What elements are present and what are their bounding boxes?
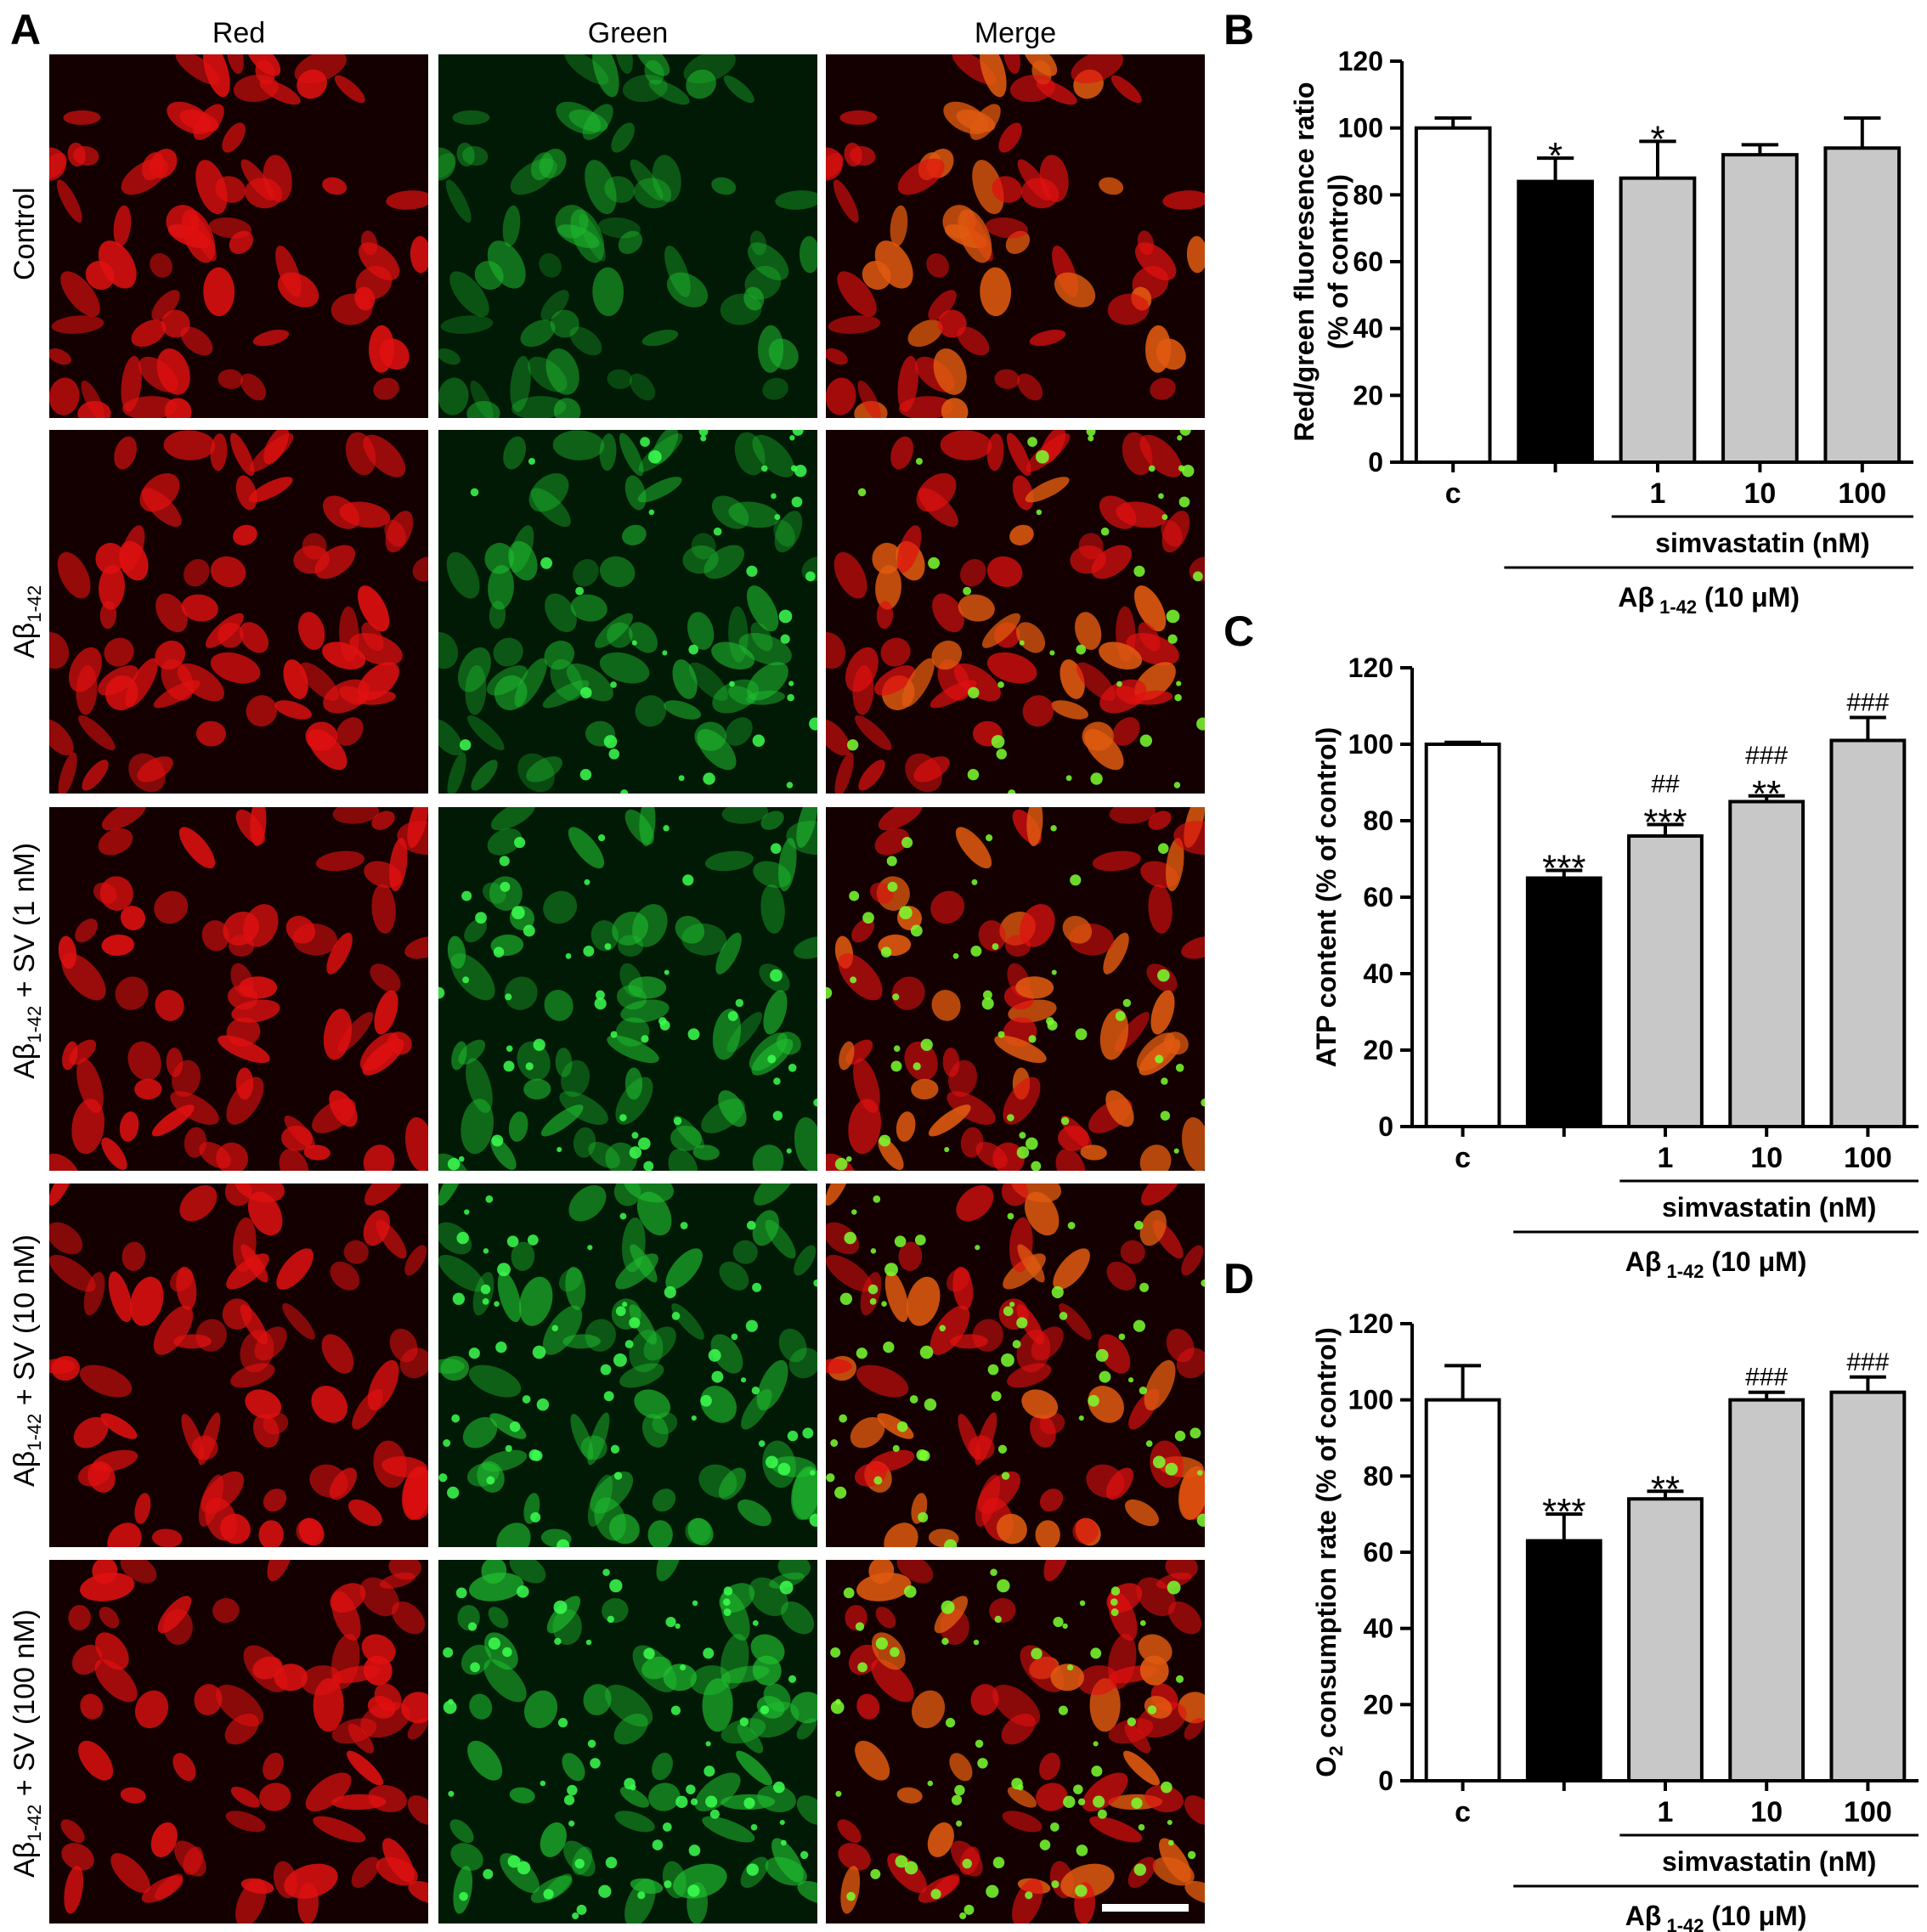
significance-hash: ### xyxy=(1745,1364,1788,1392)
bar xyxy=(1517,179,1594,464)
y-tick-label: 0 xyxy=(1368,447,1383,477)
panel-letter-c: C xyxy=(1223,607,1255,655)
y-axis-label: ATP content (% of control) xyxy=(1311,727,1342,1068)
significance-star: ** xyxy=(1651,1468,1680,1510)
micrograph-green-row-5 xyxy=(438,1560,817,1924)
micrograph-red-row-5 xyxy=(49,1560,428,1924)
y-tick-label: 40 xyxy=(1353,314,1383,344)
column-header-green: Green xyxy=(587,17,669,49)
bar xyxy=(1728,1398,1806,1782)
y-tick-label: 120 xyxy=(1348,1308,1393,1339)
chart-c: 0 20 40 60 80 100 120 c *** 1 *** ## 10 ** ### 100 ### si… xyxy=(1311,652,1919,1282)
bar xyxy=(1525,876,1602,1128)
bar xyxy=(1823,146,1902,464)
scale-bar xyxy=(1102,1904,1189,1912)
y-axis-label: O2 consumption rate (% of control) xyxy=(1311,1327,1347,1777)
bar xyxy=(1525,1539,1602,1783)
significance-star: * xyxy=(1650,118,1664,160)
micrograph-green-row-1 xyxy=(438,54,817,418)
significance-star: *** xyxy=(1542,1491,1585,1533)
micrograph-red-row-1 xyxy=(49,54,428,418)
simvastatin-group-label: simvastatin (nM) xyxy=(1662,1846,1876,1877)
bar xyxy=(1728,799,1806,1128)
bar xyxy=(1627,834,1704,1128)
x-tick-label: 100 xyxy=(1838,477,1886,510)
micrograph-merge-row-3 xyxy=(826,807,1205,1171)
significance-star: *** xyxy=(1643,802,1687,844)
panel-letter-a: A xyxy=(10,6,42,54)
x-tick-label: 1 xyxy=(1658,1796,1674,1828)
bar xyxy=(1829,738,1907,1128)
micrograph-green-row-3 xyxy=(438,807,817,1171)
chart-b: 0 20 40 60 80 100 120 c * 1 * 10 100 simvastatin (nM)… xyxy=(1289,46,1913,618)
bar xyxy=(1414,126,1492,465)
micrograph-merge-row-2 xyxy=(826,430,1205,794)
significance-hash: ## xyxy=(1651,771,1680,799)
simvastatin-group-label: simvastatin (nM) xyxy=(1662,1192,1876,1223)
y-tick-label: 120 xyxy=(1348,652,1393,683)
significance-hash: ### xyxy=(1846,689,1889,717)
micrograph-green-row-4 xyxy=(438,1183,817,1547)
y-tick-label: 100 xyxy=(1348,729,1393,760)
x-tick-label: 10 xyxy=(1743,477,1776,510)
y-tick-label: 60 xyxy=(1363,1537,1393,1568)
y-tick-label: 40 xyxy=(1363,958,1393,989)
significance-star: ** xyxy=(1752,773,1781,815)
y-tick-label: 0 xyxy=(1378,1111,1393,1142)
bar xyxy=(1619,176,1697,465)
x-tick-label: 100 xyxy=(1844,1796,1892,1828)
bar xyxy=(1829,1390,1907,1782)
y-axis-label: Red/green fluoresence ratio xyxy=(1289,82,1320,441)
abeta-group-label: Aβ 1-42 (10 μM) xyxy=(1625,1246,1807,1282)
x-tick-label: 10 xyxy=(1750,1142,1783,1174)
significance-hash: ### xyxy=(1745,742,1788,770)
x-tick-label: c xyxy=(1455,1142,1471,1174)
y-tick-label: 100 xyxy=(1348,1385,1393,1415)
significance-star: *** xyxy=(1542,848,1585,890)
y-tick-label: 20 xyxy=(1363,1689,1393,1720)
panel-letter-d: D xyxy=(1223,1255,1255,1302)
x-tick-label: 1 xyxy=(1658,1142,1674,1174)
y-tick-label: 40 xyxy=(1363,1613,1393,1644)
micrograph-merge-row-5 xyxy=(826,1560,1205,1924)
y-tick-label: 20 xyxy=(1353,380,1383,410)
significance-hash: ### xyxy=(1846,1348,1889,1376)
micrograph-merge-row-4 xyxy=(826,1183,1205,1547)
bar xyxy=(1424,1398,1501,1782)
y-tick-label: 100 xyxy=(1338,113,1383,144)
column-header-merge: Merge xyxy=(974,17,1057,49)
micrograph-red-row-2 xyxy=(49,430,428,794)
y-tick-label: 60 xyxy=(1353,246,1383,277)
significance-star: * xyxy=(1548,135,1563,177)
y-tick-label: 60 xyxy=(1363,882,1393,912)
x-tick-label: c xyxy=(1445,477,1461,510)
y-axis-label-2: (% of control) xyxy=(1323,174,1353,349)
x-tick-label: c xyxy=(1455,1796,1471,1828)
micrograph-red-row-4 xyxy=(49,1183,428,1547)
y-tick-label: 0 xyxy=(1378,1765,1393,1796)
abeta-group-label: Aβ 1-42 (10 μM) xyxy=(1618,582,1800,618)
bar xyxy=(1721,153,1799,464)
y-tick-label: 20 xyxy=(1363,1035,1393,1065)
micrograph-green-row-2 xyxy=(438,430,817,794)
bar xyxy=(1424,743,1501,1128)
micrograph-merge-row-1 xyxy=(826,54,1205,418)
simvastatin-group-label: simvastatin (nM) xyxy=(1655,528,1869,558)
x-tick-label: 1 xyxy=(1650,477,1666,510)
column-header-red: Red xyxy=(212,17,266,49)
y-tick-label: 120 xyxy=(1338,46,1383,76)
chart-d: 0 20 40 60 80 100 120 c *** 1 ** 10 ### 100 ### simvast… xyxy=(1311,1308,1919,1932)
x-tick-label: 10 xyxy=(1750,1796,1783,1828)
y-tick-label: 80 xyxy=(1353,179,1383,210)
bar xyxy=(1627,1497,1704,1782)
abeta-group-label: Aβ 1-42 (10 μM) xyxy=(1625,1901,1807,1932)
micrograph-red-row-3 xyxy=(49,807,428,1171)
y-tick-label: 80 xyxy=(1363,1460,1393,1491)
panel-letter-b: B xyxy=(1223,6,1255,54)
x-tick-label: 100 xyxy=(1844,1142,1892,1174)
y-tick-label: 80 xyxy=(1363,805,1393,836)
